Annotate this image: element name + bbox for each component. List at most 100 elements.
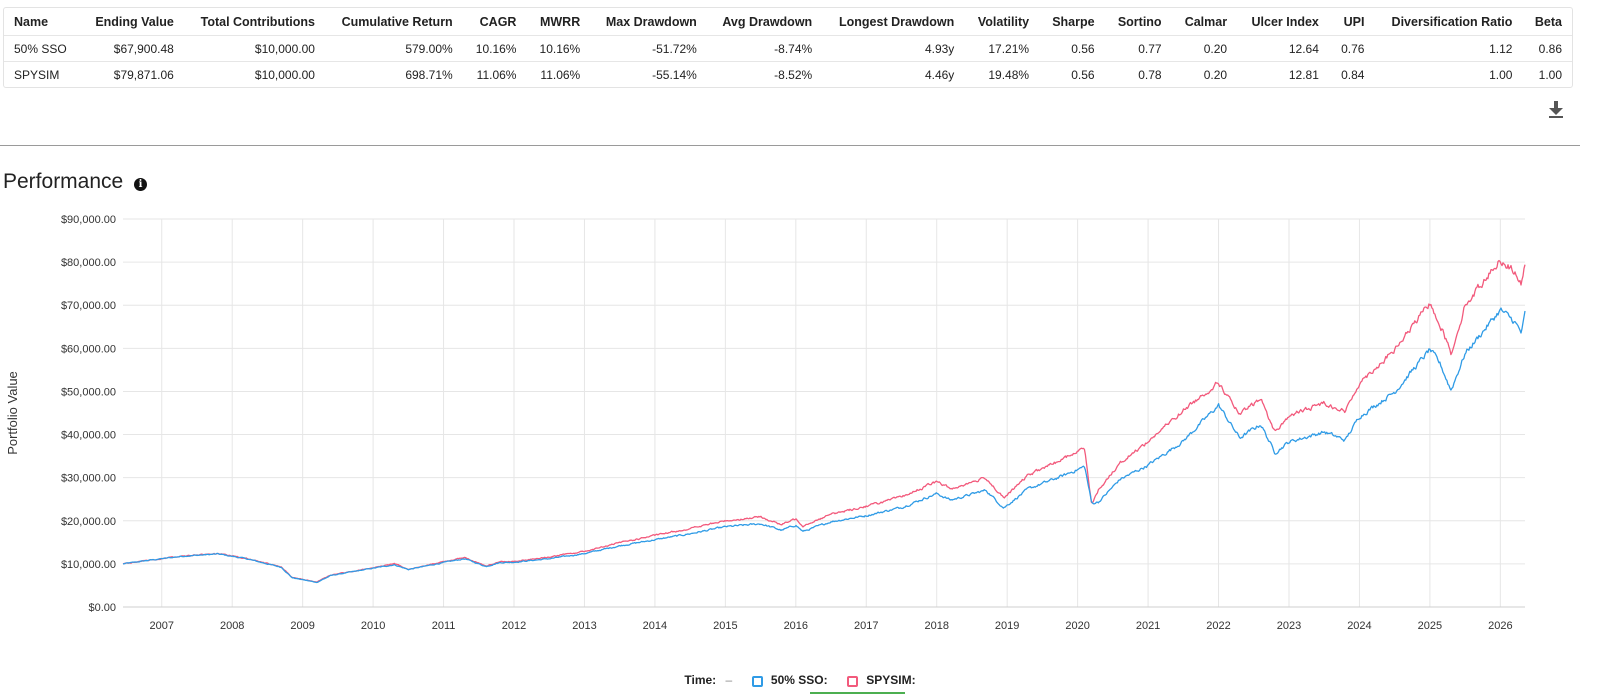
table-cell: 0.77 [1104, 35, 1172, 62]
x-tick-label: 2020 [1065, 620, 1089, 632]
column-header[interactable]: Total Contributions [183, 8, 325, 36]
table-row: 50% SSO $67,900.48 $10,000.00 579.00% 10.16%… [4, 35, 1572, 62]
table-cell: 1.00 [1538, 67, 1562, 82]
table-cell: 12.64 [1237, 35, 1329, 62]
row-name-cell: SPYSIM [14, 67, 60, 82]
x-tick-label: 2023 [1277, 620, 1301, 632]
column-header[interactable]: Ending Value [80, 8, 184, 36]
table-cell: 12.81 [1288, 67, 1319, 82]
performance-chart: $0.00 $10,000.00 $20,000.00 $30,000.00 $40,0… [5, 214, 1526, 632]
x-tick-label: 2012 [502, 620, 526, 632]
series-line-50-sso[interactable] [123, 307, 1526, 584]
column-header[interactable]: MWRR [526, 8, 591, 36]
table-cell: -8.74% [706, 35, 823, 62]
table-cell: 0.86 [1522, 35, 1572, 62]
metrics-table-container: Name Ending Value Total Contributions Cumul… [3, 7, 1573, 88]
y-tick-label: $0.00 [88, 602, 116, 614]
table-cell: 698.71% [405, 67, 453, 82]
y-tick-label: $90,000.00 [61, 214, 116, 226]
table-cell: $10,000.00 [183, 35, 325, 62]
legend-item-spysim[interactable]: SPYSIM: [846, 672, 916, 687]
column-header[interactable]: Cumulative Return [324, 8, 463, 36]
metrics-header-row: Name Ending Value Total Contributions Cumul… [4, 8, 1572, 36]
legend-time-value: – [725, 672, 733, 687]
x-tick-label: 2010 [361, 620, 385, 632]
table-cell: 0.20 [1203, 67, 1228, 82]
download-icon-glyph [1549, 101, 1563, 118]
column-header[interactable]: Calmar [1171, 8, 1238, 36]
download-icon[interactable] [1546, 98, 1566, 120]
x-tick-label: 2017 [854, 620, 878, 632]
column-header[interactable]: Volatility [964, 8, 1040, 36]
table-cell: 4.93y [822, 35, 965, 62]
x-tick-label: 2011 [432, 620, 456, 632]
column-header[interactable]: Sortino [1104, 8, 1172, 36]
series-line-spysim[interactable] [122, 259, 1526, 583]
table-cell: 1.12 [1374, 35, 1523, 62]
table-cell: 579.00% [324, 35, 463, 62]
row-name-cell: 50% SSO [4, 35, 81, 62]
table-cell: 0.56 [1039, 35, 1105, 62]
table-cell: 11.06% [540, 67, 581, 82]
x-tick-label: 2014 [643, 620, 667, 632]
x-tick-label: 2008 [220, 620, 244, 632]
y-tick-label: $70,000.00 [61, 300, 116, 312]
x-tick-label: 2018 [924, 620, 948, 632]
metrics-body: 50% SSO $67,900.48 $10,000.00 579.00% 10.16%… [4, 35, 1572, 88]
info-icon[interactable]: i [134, 178, 147, 191]
y-tick-label: $20,000.00 [61, 516, 116, 528]
legend-label-spysim: SPYSIM: [866, 672, 916, 687]
legend-item-50-sso[interactable]: 50% SSO: [751, 672, 828, 687]
table-cell: -8.52% [774, 67, 813, 82]
table-cell: -55.14% [652, 67, 697, 82]
column-header[interactable]: Max Drawdown [590, 8, 707, 36]
x-tick-label: 2016 [784, 620, 808, 632]
y-tick-label: $40,000.00 [61, 430, 116, 442]
table-cell: 4.46y [924, 67, 955, 82]
legend-time: Time: – [684, 673, 732, 687]
table-cell: 0.76 [1328, 35, 1375, 62]
metrics-table: Name Ending Value Total Contributions Cumul… [4, 8, 1572, 87]
column-header[interactable]: Name [4, 8, 81, 36]
section-divider [0, 145, 1580, 146]
table-cell: $67,900.48 [80, 35, 184, 62]
legend-label-50-sso: 50% SSO: [770, 672, 828, 687]
column-header[interactable]: Avg Drawdown [706, 8, 823, 36]
y-axis-label: Portfolio Value [5, 371, 20, 455]
table-cell: 0.56 [1071, 67, 1095, 82]
legend-swatch-50-sso [751, 675, 763, 687]
column-header[interactable]: CAGR [462, 8, 527, 36]
x-tick-label: 2019 [995, 620, 1019, 632]
x-tick-label: 2021 [1136, 620, 1160, 632]
table-cell: $10,000.00 [254, 67, 315, 82]
table-cell: 1.00 [1489, 67, 1513, 82]
x-tick-label: 2009 [290, 620, 314, 632]
column-header[interactable]: Longest Drawdown [822, 8, 965, 36]
table-cell: 10.16% [462, 35, 527, 62]
legend-time-label: Time: [684, 672, 717, 687]
column-header[interactable]: Sharpe [1039, 8, 1105, 36]
column-header[interactable]: UPI [1328, 8, 1375, 36]
legend-active-indicator [810, 692, 905, 694]
table-cell: 11.06% [476, 67, 517, 82]
x-tick-label: 2015 [713, 620, 737, 632]
table-cell: 10.16% [526, 35, 591, 62]
table-cell: $79,871.06 [113, 67, 174, 82]
table-cell: 19.48% [988, 67, 1030, 82]
column-header[interactable]: Ulcer Index [1237, 8, 1329, 36]
table-cell: 0.20 [1171, 35, 1238, 62]
column-header[interactable]: Diversification Ratio [1374, 8, 1523, 36]
x-tick-label: 2007 [150, 620, 174, 632]
x-tick-label: 2022 [1206, 620, 1230, 632]
column-header[interactable]: Beta [1522, 8, 1572, 36]
y-tick-label: $30,000.00 [61, 473, 116, 485]
chart-legend: Time: – 50% SSO: SPYSIM: [0, 672, 1600, 687]
table-cell: 0.78 [1138, 67, 1162, 82]
table-cell: 17.21% [964, 35, 1040, 62]
y-tick-label: $80,000.00 [61, 257, 116, 269]
x-tick-label: 2025 [1418, 620, 1442, 632]
x-tick-label: 2026 [1488, 620, 1512, 632]
x-tick-label: 2013 [572, 620, 596, 632]
y-tick-label: $10,000.00 [61, 559, 116, 571]
table-cell: -51.72% [590, 35, 707, 62]
